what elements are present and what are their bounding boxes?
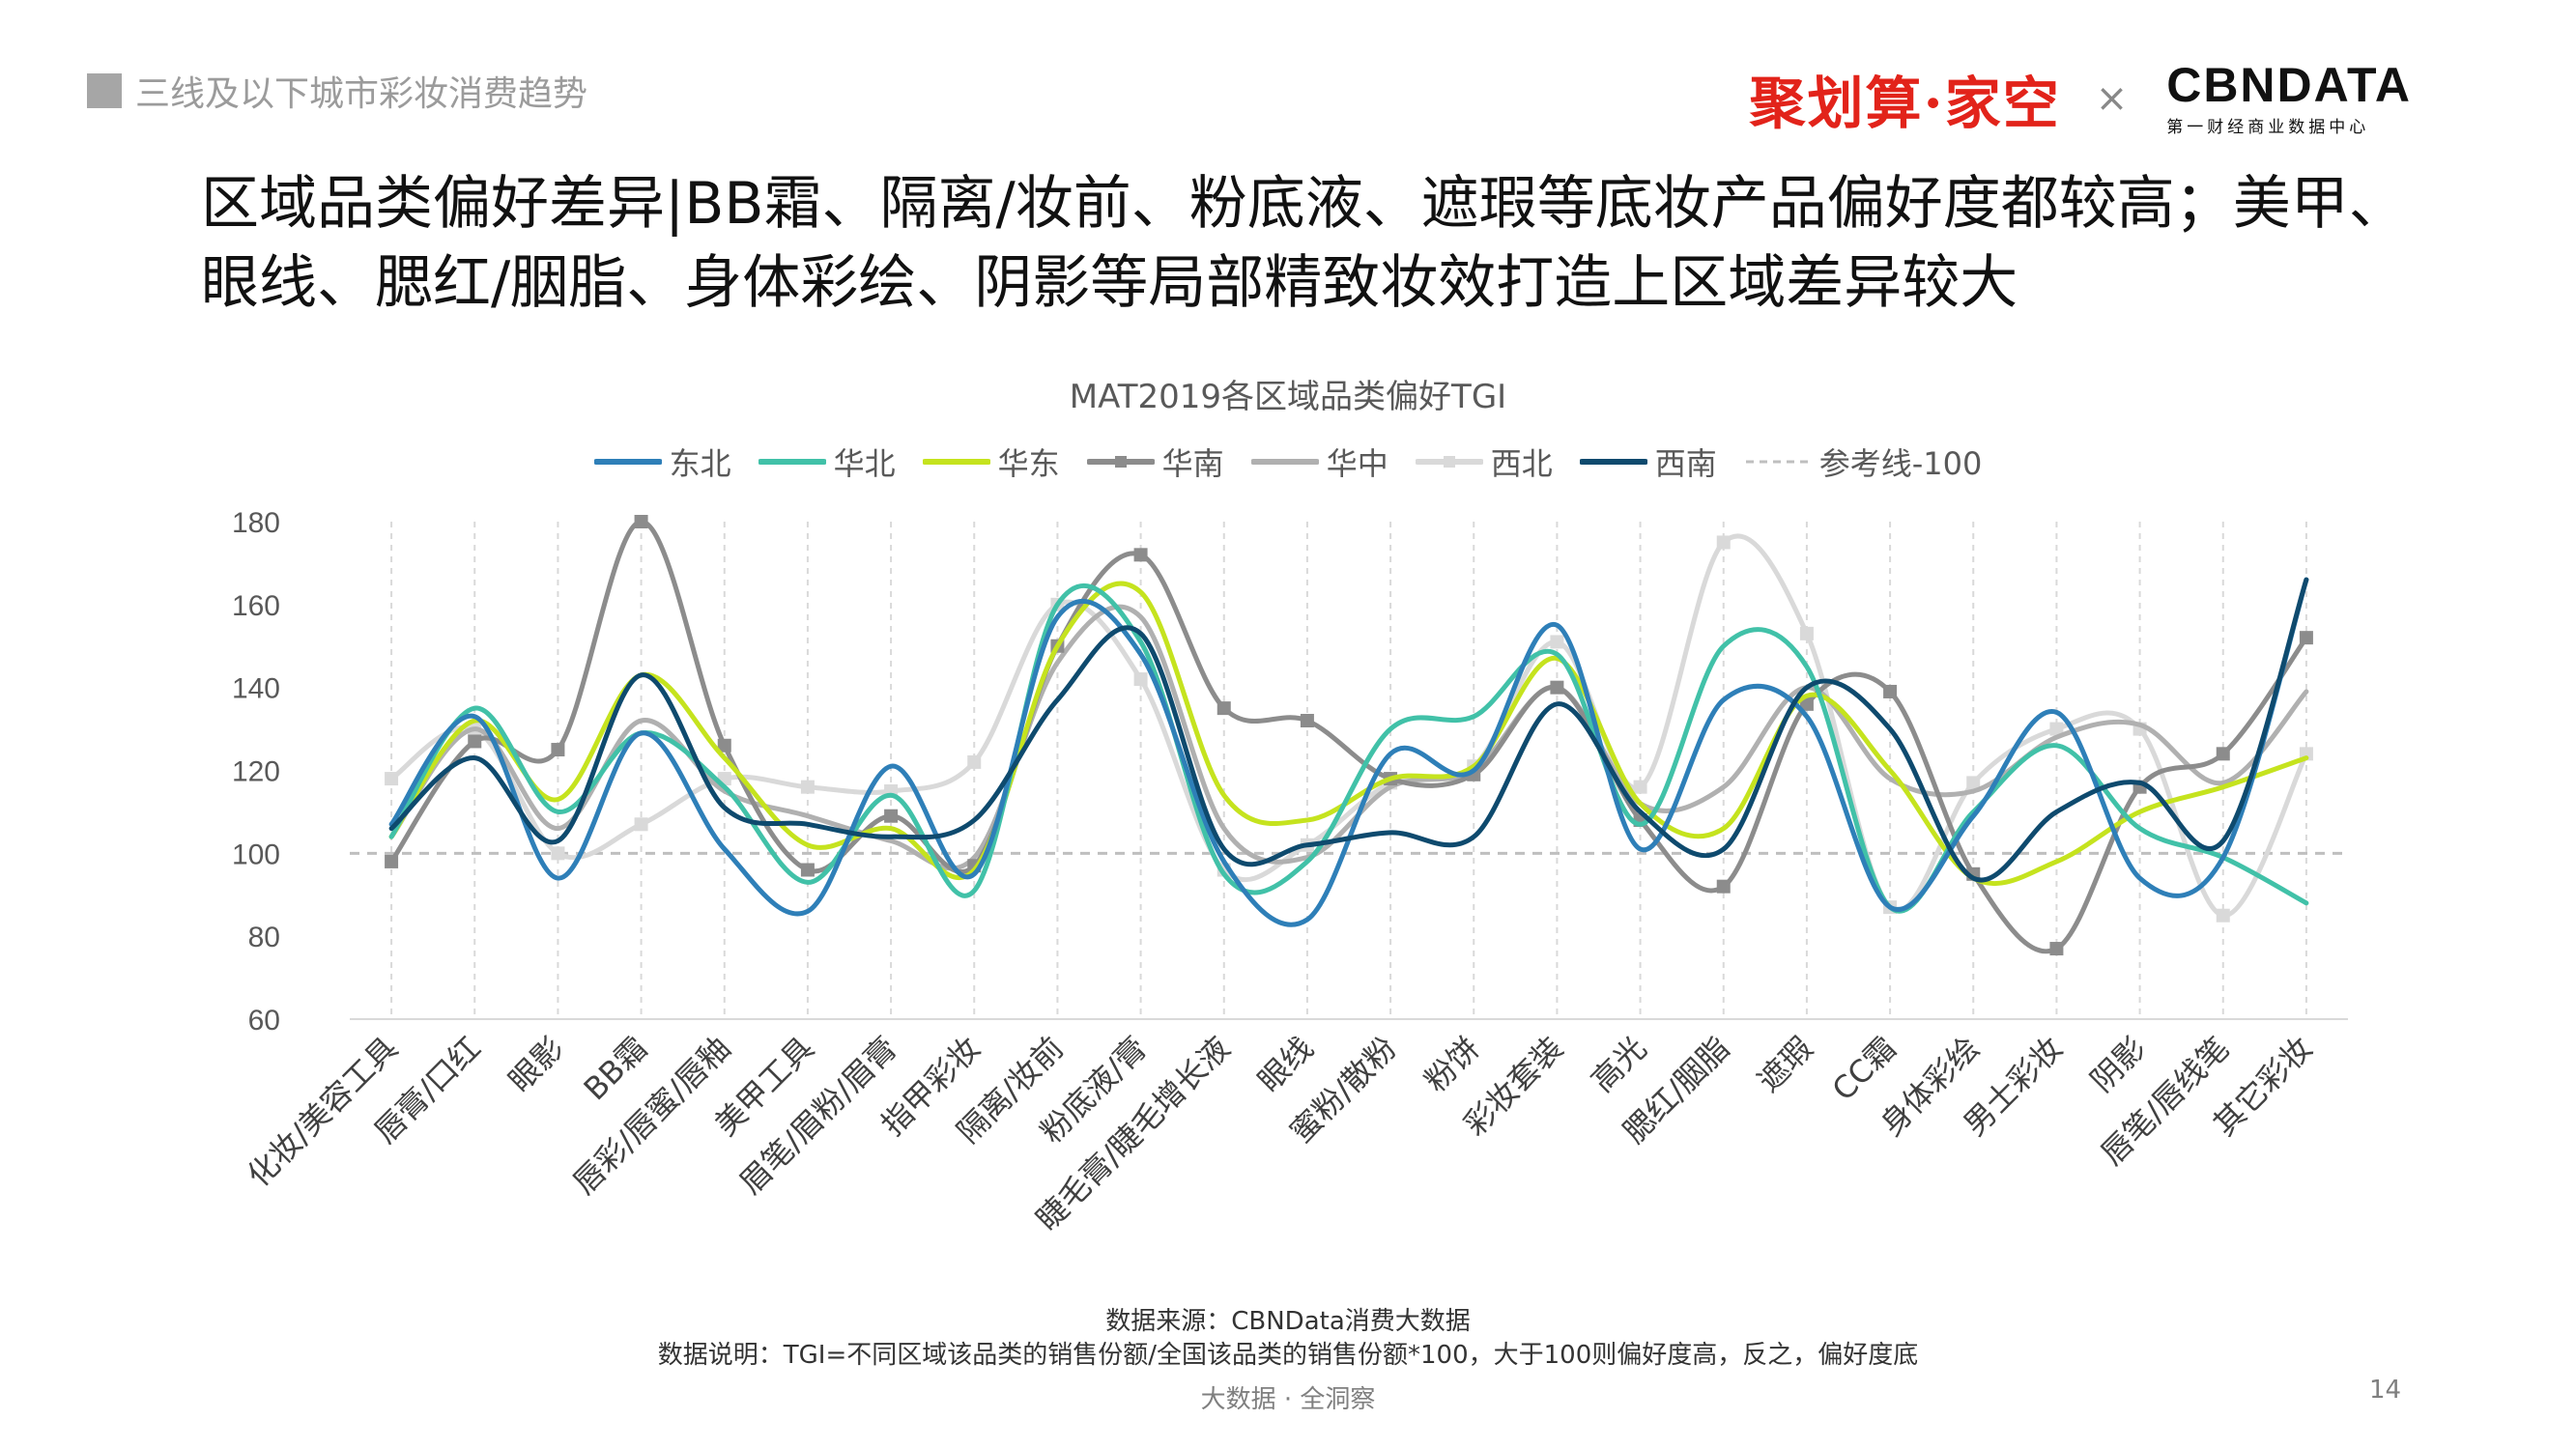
data-point [2216,747,2230,761]
data-point [967,754,982,769]
y-tick-label: 140 [232,673,280,705]
legend-item-huazhong: 华中 [1250,440,1388,484]
data-point [800,780,815,794]
data-point [2049,942,2064,956]
data-point [1966,776,1981,790]
legend-swatch-huabei [758,459,826,465]
data-point [634,515,648,528]
y-tick-label: 80 [248,922,280,953]
data-point [551,846,565,861]
data-point [1716,879,1731,894]
section-tag: 三线及以下城市彩妆消费趋势 [87,66,587,116]
footer-slogan: 大数据 · 全洞察 [1200,1385,1376,1414]
x-tick-label: CC霜 [1825,1030,1903,1108]
y-tick-label: 60 [248,1005,280,1037]
legend-label: 华东 [997,445,1060,482]
data-point [1133,548,1148,562]
data-point [2299,631,2313,645]
legend-swatch-xinan [1579,459,1647,465]
data-point [1133,672,1148,687]
series-line-2 [388,581,2309,886]
x-tick-label: 眼线 [1250,1030,1320,1099]
section-title: 三线及以下城市彩妆消费趋势 [135,74,588,114]
data-point [884,809,899,823]
data-point [1300,714,1314,727]
data-point [634,817,648,832]
legend-item-xibei: 西北 [1415,440,1553,484]
data-source-note: 数据来源：CBNData消费大数据 [1105,1307,1471,1336]
data-point [1550,680,1564,695]
legend-item-dongbei: 东北 [593,440,731,484]
legend-swatch-huazhong [1250,459,1319,465]
section-square-icon [87,73,122,108]
legend-label: 西南 [1654,445,1717,482]
legend-swatch-reference [1745,460,1810,464]
data-point [551,743,565,757]
legend-label: 华北 [833,445,896,482]
data-point [385,854,399,868]
y-tick-label: 180 [232,507,280,539]
y-tick-label: 100 [232,838,280,870]
data-point [800,863,815,877]
data-point [2216,908,2230,923]
legend-swatch-huanan [1086,456,1155,468]
x-tick-label: 眼影 [501,1030,571,1099]
legend-label: 东北 [669,445,731,482]
legend-label: 参考线-100 [1818,445,1983,482]
legend-label: 西北 [1490,445,1553,482]
data-point [385,772,399,786]
data-point [1550,635,1564,649]
juhuasuan-logo: 聚划算·家空 [1749,71,2061,136]
legend-swatch-dongbei [593,459,662,465]
data-point [1799,696,1814,711]
x-tick-label: 粉饼 [1417,1030,1487,1099]
data-point [1716,535,1731,550]
data-point [1216,701,1231,716]
cross-separator: × [2095,76,2129,121]
legend-item-reference: 参考线-100 [1744,440,1983,484]
x-tick-label: 高光 [1584,1030,1653,1099]
y-tick-label: 120 [232,756,280,788]
page-headline: 区域品类偏好差异|BB霜、隔离/妆前、粉底液、遮瑕等底妆产品偏好度都较高；美甲、… [201,170,2407,317]
legend-swatch-huadong [922,459,990,465]
x-tick-label: 遮瑕 [1750,1030,1819,1099]
series-line-6 [388,577,2309,883]
cbndata-logo: CBNDATA 第一财经商业数据中心 [2166,61,2412,137]
legend-item-huadong: 华东 [922,440,1060,484]
legend-label: 华南 [1161,445,1224,482]
cbndata-logo-subtitle: 第一财经商业数据中心 [2166,117,2370,137]
data-point [1633,780,1647,794]
data-point [2049,722,2064,736]
legend-item-xinan: 西南 [1579,440,1717,484]
data-explanation-note: 数据说明：TGI=不同区域该品类的销售份额/全国该品类的销售份额*100，大于1… [657,1341,1919,1370]
legend-item-huabei: 华北 [758,440,896,484]
legend-item-huanan: 华南 [1086,440,1224,484]
data-point [717,738,731,753]
chart-legend: 东北 华北 华东 华南 华中 西北 西南 参考线-100 [0,440,2576,484]
legend-label: 华中 [1326,445,1388,482]
y-tick-label: 160 [232,590,280,622]
data-point [468,734,482,749]
series-line-0 [388,577,2309,927]
data-point [1799,626,1814,640]
cbndata-logo-text: CBNDATA [2166,57,2412,112]
legend-swatch-xibei [1415,456,1483,468]
series-line-3 [388,519,2309,954]
data-point [1883,684,1898,698]
chart-title: MAT2019各区域品类偏好TGI [1069,378,1507,416]
page-number: 14 [2369,1376,2402,1405]
x-tick-label: BB霜 [577,1030,655,1108]
x-tick-label: 阴影 [2083,1030,2153,1099]
logo-group: 聚划算·家空 × CBNDATA 第一财经商业数据中心 [1750,58,2413,139]
